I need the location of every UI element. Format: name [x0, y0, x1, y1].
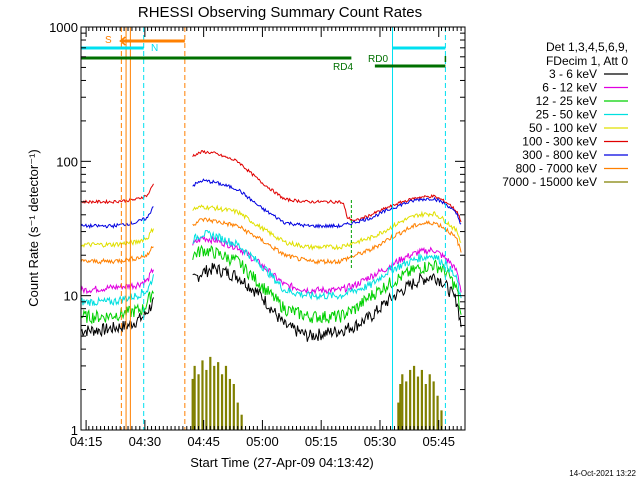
plot-annotations: S N RD0 RD4 [80, 27, 447, 430]
x-axis-label: Start Time (27-Apr-09 04:13:42) [190, 455, 374, 470]
x-tick-label: 05:15 [305, 434, 338, 449]
legend-header-2: FDecim 1, Att 0 [546, 54, 628, 68]
x-tick-label: 05:00 [246, 434, 279, 449]
plot-lines [80, 150, 462, 430]
y-tick-label: 100 [56, 154, 78, 169]
label-s: S [105, 35, 112, 46]
chart-title: RHESSI Observing Summary Count Rates [138, 4, 422, 21]
legend-label-0: 3 - 6 keV [549, 67, 597, 81]
x-tick-label: 04:30 [129, 434, 162, 449]
y-tick-label: 1000 [49, 20, 78, 35]
x-tick-label: 04:45 [187, 434, 220, 449]
legend-label-7: 800 - 7000 keV [516, 162, 597, 176]
label-rd4: RD4 [333, 62, 353, 73]
y-axis-label: Count Rate (s⁻¹ detector⁻¹) [26, 149, 41, 307]
legend-label-2: 12 - 25 keV [536, 94, 597, 108]
series-line-3 [80, 230, 462, 306]
x-tick-label: 04:15 [70, 434, 103, 449]
label-n: N [151, 43, 158, 54]
series-line-7 [80, 217, 462, 265]
x-tick-label: 05:45 [422, 434, 455, 449]
series-line-2 [80, 244, 462, 325]
legend-label-3: 25 - 50 keV [536, 108, 597, 122]
legend-label-4: 50 - 100 keV [529, 121, 597, 135]
label-rd0: RD0 [368, 54, 388, 65]
legend-label-8: 7000 - 15000 keV [502, 175, 597, 189]
series-line-1 [80, 235, 462, 295]
legend-label-5: 100 - 300 keV [522, 135, 597, 149]
plot-frame: 1 10 100 1000 04:15 04:30 04:45 05:00 05:15 05:30… [49, 20, 466, 449]
y-tick-label: 10 [64, 289, 78, 304]
legend-label-1: 6 - 12 keV [542, 81, 597, 95]
footer-date: 14-Oct-2021 13:22 [569, 469, 636, 478]
legend-header-1: Det 1,3,4,5,6,9, [546, 40, 628, 54]
legend: Det 1,3,4,5,6,9, FDecim 1, Att 0 3 - 6 k… [502, 40, 628, 189]
series-line-0 [80, 262, 462, 342]
bar-s-arrow [119, 36, 126, 46]
x-tick-label: 05:30 [364, 434, 397, 449]
series-line-4 [80, 204, 462, 251]
y-tick-label: 1 [71, 423, 78, 438]
series-line-6 [80, 178, 462, 230]
legend-label-6: 300 - 800 keV [522, 148, 597, 162]
series-line-5 [80, 150, 462, 223]
